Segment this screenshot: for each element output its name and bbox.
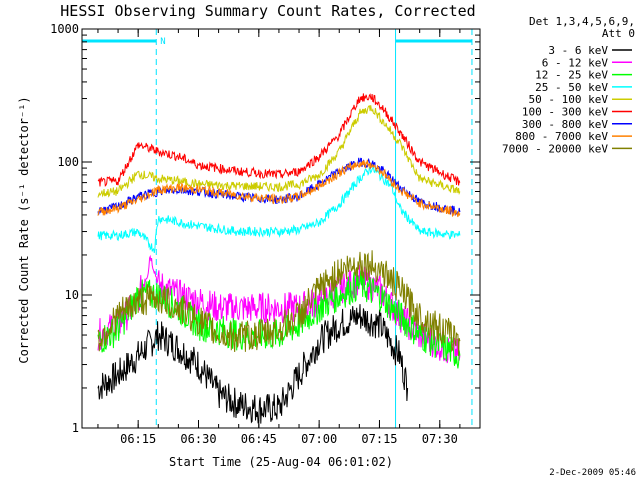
y-axis: 1 10 100 1000: [50, 22, 480, 435]
night-marker-label: N: [160, 37, 165, 47]
y-tick-label: 100: [57, 155, 79, 169]
legend-entry-label: 6 - 12 keV: [542, 56, 609, 69]
x-tick-label: 06:45: [241, 432, 277, 446]
legend-entry-label: 12 - 25 keV: [535, 69, 608, 82]
y-tick-label: 1000: [50, 22, 79, 36]
series-line-4: [97, 165, 461, 253]
legend-entry-label: 25 - 50 keV: [535, 81, 608, 94]
legend-entry-label: 800 - 7000 keV: [515, 130, 608, 143]
x-axis: 06:15 06:30 06:45 07:00 07:15 07:30: [97, 29, 481, 446]
time-markers: N: [81, 29, 473, 428]
y-tick-label: 10: [65, 288, 79, 302]
x-tick-label: 06:15: [120, 432, 156, 446]
chart-title: HESSI Observing Summary Count Rates, Cor…: [60, 2, 475, 20]
legend-entry-label: 50 - 100 keV: [529, 93, 609, 106]
series-group: [97, 93, 461, 424]
series-line-9: [97, 250, 461, 357]
legend-entry-label: 100 - 300 keV: [522, 106, 608, 119]
plot-area: N: [81, 28, 481, 429]
x-tick-label: 07:30: [422, 432, 458, 446]
y-axis-label: Corrected Count Rate (s⁻¹ detector⁻¹): [17, 96, 31, 363]
legend-entry-label: 7000 - 20000 keV: [502, 142, 608, 155]
x-tick-label: 07:15: [361, 432, 397, 446]
series-line-6: [97, 93, 461, 187]
series-line-8: [97, 159, 461, 218]
y-tick-label: 1: [72, 421, 79, 435]
x-axis-label: Start Time (25-Aug-04 06:01:02): [169, 455, 393, 469]
legend-header: Att 0: [602, 27, 635, 40]
legend-header: Det 1,3,4,5,6,9,: [529, 15, 635, 28]
x-tick-label: 06:30: [180, 432, 216, 446]
legend-entry-label: 300 - 800 keV: [522, 118, 608, 131]
series-line-1: [97, 304, 409, 424]
plot-frame: [81, 28, 481, 429]
series-line-5: [97, 105, 461, 198]
legend-entry-label: 3 - 6 keV: [548, 44, 608, 57]
timestamp-label: 2-Dec-2009 05:46: [549, 468, 636, 478]
x-tick-label: 07:00: [301, 432, 337, 446]
